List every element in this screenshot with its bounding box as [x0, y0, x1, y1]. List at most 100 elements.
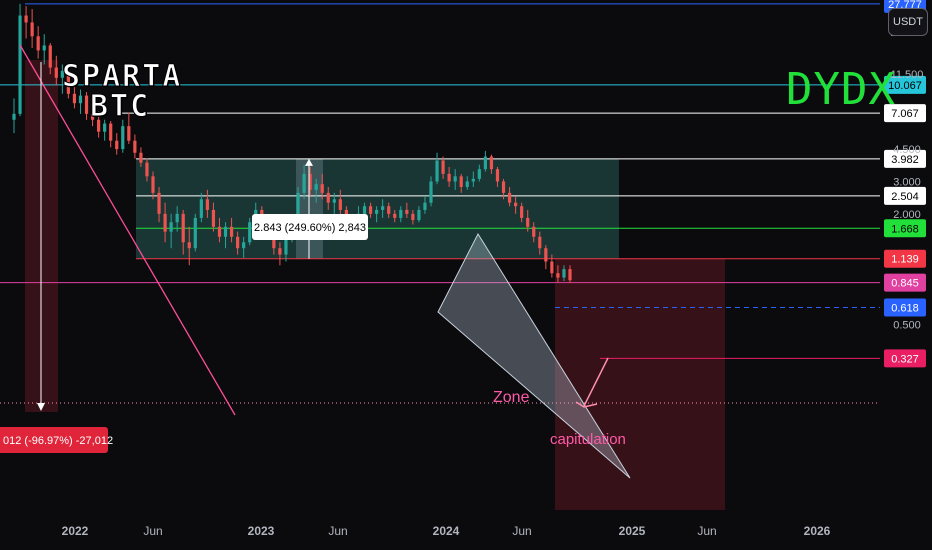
- price-level-badge: [884, 273, 926, 292]
- price-level-badge: [884, 104, 926, 123]
- candle-body: [399, 209, 403, 218]
- x-axis-tick: 2023: [248, 524, 275, 538]
- candle-body: [387, 206, 391, 214]
- candle-body: [97, 119, 101, 132]
- x-axis-tick: Jun: [328, 524, 347, 538]
- candle-body: [54, 67, 58, 78]
- candle-body: [145, 162, 149, 177]
- price-level-badge: [884, 298, 926, 317]
- candle-body: [24, 15, 28, 23]
- price-level-label: 3.982: [891, 154, 919, 166]
- candle-body: [520, 206, 524, 218]
- candle-body: [423, 202, 427, 210]
- candle-body: [217, 226, 222, 237]
- candle-body: [296, 192, 300, 218]
- price-level-label: 27.777: [888, 0, 922, 11]
- candle-body: [109, 123, 113, 141]
- candle-body: [193, 217, 197, 249]
- candle-body: [514, 202, 518, 207]
- logo-line-2: BTC: [90, 89, 151, 124]
- candle-body: [163, 213, 167, 232]
- price-level-label: 1.668: [891, 223, 919, 235]
- x-axis-tick: 2024: [433, 524, 460, 538]
- y-axis-tick: 2.000: [893, 209, 921, 221]
- candle-body: [103, 123, 107, 132]
- candle-body: [30, 22, 34, 37]
- candle-body: [169, 222, 173, 232]
- candle-body: [127, 126, 131, 141]
- candle-body: [326, 192, 330, 203]
- candle-body: [36, 36, 40, 51]
- pointer-arrow-line: [583, 357, 609, 407]
- measure-label-box: [252, 214, 368, 240]
- candle-body: [495, 169, 500, 182]
- candle-body: [48, 45, 52, 68]
- candle-body: [465, 181, 469, 187]
- candle-body: [429, 181, 433, 203]
- price-level-badge: [884, 249, 926, 268]
- x-axis-tick: 2026: [804, 524, 831, 538]
- candle-body: [211, 209, 216, 227]
- drawdown-arrow-head: [37, 403, 45, 411]
- price-level-label: 0.618: [891, 303, 919, 315]
- candle-body: [115, 140, 119, 150]
- candle-body: [314, 184, 318, 190]
- candle-body: [375, 209, 379, 214]
- candle-body: [187, 242, 191, 249]
- candle-body: [84, 95, 89, 114]
- candle-body: [78, 95, 83, 104]
- candle-body: [205, 199, 209, 210]
- candle-body: [12, 113, 16, 120]
- candle-body: [338, 199, 342, 210]
- annotation-capitulation: capitulation: [550, 431, 626, 448]
- candle-body: [175, 213, 179, 223]
- measure-arrow-head: [305, 158, 313, 166]
- measure-label: 2.843 (249.60%) 2,843: [254, 222, 366, 234]
- price-level-badge: [884, 219, 926, 238]
- candle-body: [501, 181, 506, 193]
- candle-body: [248, 222, 252, 243]
- candle-body: [447, 173, 451, 182]
- price-level-label: 7.067: [891, 108, 919, 120]
- candle-body: [18, 15, 22, 114]
- x-axis-tick: 2022: [62, 524, 89, 538]
- y-axis-tick: 11.500: [891, 69, 924, 81]
- candle-body: [568, 269, 572, 281]
- candle-body: [411, 213, 415, 221]
- candle-body: [236, 236, 240, 249]
- candle-body: [368, 206, 373, 214]
- price-level-badge: [884, 75, 926, 94]
- drawdown-label-box: [0, 427, 108, 453]
- candle-body: [278, 248, 282, 255]
- candle-body: [562, 269, 566, 278]
- price-level-label: 2.504: [891, 191, 919, 203]
- sparta-btc-logo: SPARTA BTC: [62, 61, 181, 126]
- candle-body: [320, 184, 324, 193]
- price-level-badge: [884, 149, 926, 168]
- candle-body: [199, 199, 203, 218]
- candle-body: [393, 213, 397, 218]
- x-axis-tick: Jun: [143, 524, 162, 538]
- candle-body: [471, 178, 475, 182]
- candle-body: [308, 173, 312, 190]
- x-axis-tick: 2025: [619, 524, 646, 538]
- candle-body: [526, 217, 530, 227]
- candle-body: [441, 160, 445, 174]
- x-axis-tick: Jun: [512, 524, 531, 538]
- candle-body: [435, 160, 439, 182]
- candle-body: [381, 206, 385, 210]
- annotation-zone: Zone: [493, 389, 530, 406]
- candle-body: [284, 236, 288, 255]
- candle-body: [242, 242, 246, 249]
- candle-body: [60, 70, 64, 78]
- currency-button[interactable]: USDT: [888, 8, 928, 36]
- candle-body: [66, 70, 70, 94]
- candle-body: [453, 176, 457, 182]
- candle-body: [133, 140, 137, 153]
- candle-body: [556, 273, 560, 278]
- candle-body: [121, 126, 125, 150]
- downtrend-line: [19, 44, 236, 416]
- candle-body: [489, 156, 494, 170]
- candle-body: [477, 169, 481, 179]
